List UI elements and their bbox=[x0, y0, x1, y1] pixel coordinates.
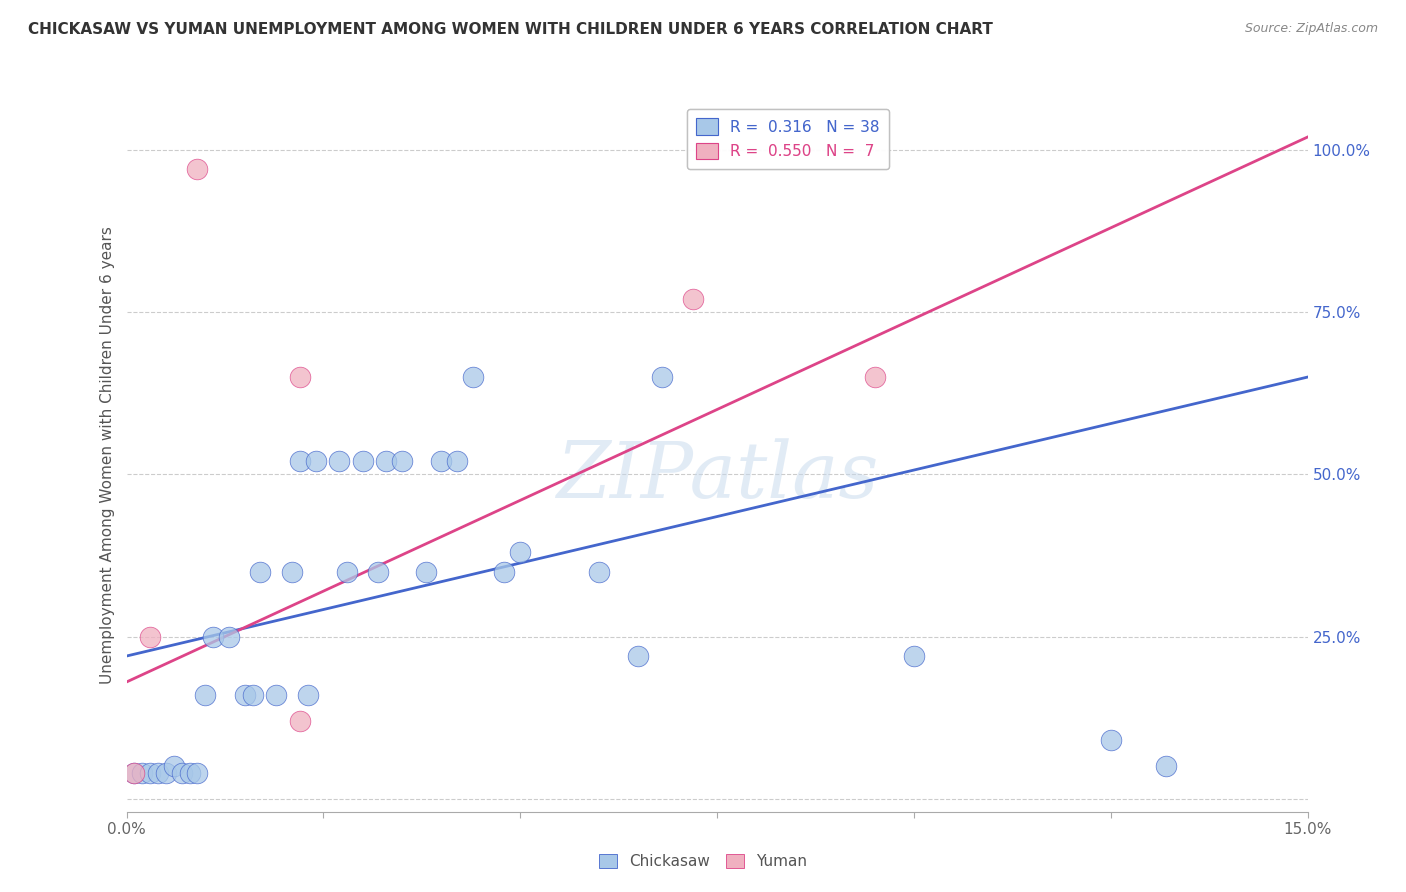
Point bbox=[651, 370, 673, 384]
Point bbox=[163, 759, 186, 773]
Text: ZIPatlas: ZIPatlas bbox=[555, 438, 879, 515]
Point bbox=[139, 630, 162, 644]
Point bbox=[375, 454, 398, 468]
Point bbox=[863, 370, 886, 384]
Point bbox=[415, 565, 437, 579]
Point bbox=[186, 765, 208, 780]
Point bbox=[131, 765, 153, 780]
Point bbox=[202, 630, 225, 644]
Point bbox=[139, 765, 162, 780]
Point bbox=[170, 765, 193, 780]
Point bbox=[352, 454, 374, 468]
Point bbox=[446, 454, 468, 468]
Point bbox=[194, 688, 217, 702]
Point bbox=[903, 648, 925, 663]
Point bbox=[682, 292, 704, 306]
Point bbox=[264, 688, 287, 702]
Point bbox=[430, 454, 453, 468]
Text: CHICKASAW VS YUMAN UNEMPLOYMENT AMONG WOMEN WITH CHILDREN UNDER 6 YEARS CORRELAT: CHICKASAW VS YUMAN UNEMPLOYMENT AMONG WO… bbox=[28, 22, 993, 37]
Point bbox=[155, 765, 177, 780]
Point bbox=[124, 765, 146, 780]
Point bbox=[288, 454, 311, 468]
Point bbox=[627, 648, 650, 663]
Point bbox=[186, 162, 208, 177]
Point bbox=[1099, 733, 1122, 747]
Point bbox=[367, 565, 389, 579]
Point bbox=[124, 765, 146, 780]
Point bbox=[509, 545, 531, 559]
Legend: Chickasaw, Yuman: Chickasaw, Yuman bbox=[593, 848, 813, 875]
Legend: R =  0.316   N = 38, R =  0.550   N =  7: R = 0.316 N = 38, R = 0.550 N = 7 bbox=[688, 110, 889, 169]
Point bbox=[461, 370, 484, 384]
Point bbox=[588, 565, 610, 579]
Point bbox=[391, 454, 413, 468]
Y-axis label: Unemployment Among Women with Children Under 6 years: Unemployment Among Women with Children U… bbox=[100, 226, 115, 684]
Point bbox=[288, 714, 311, 728]
Point bbox=[249, 565, 271, 579]
Point bbox=[146, 765, 169, 780]
Point bbox=[297, 688, 319, 702]
Point bbox=[242, 688, 264, 702]
Point bbox=[336, 565, 359, 579]
Text: Source: ZipAtlas.com: Source: ZipAtlas.com bbox=[1244, 22, 1378, 36]
Point bbox=[328, 454, 350, 468]
Point bbox=[281, 565, 304, 579]
Point bbox=[179, 765, 201, 780]
Point bbox=[304, 454, 326, 468]
Point bbox=[233, 688, 256, 702]
Point bbox=[494, 565, 516, 579]
Point bbox=[218, 630, 240, 644]
Point bbox=[1154, 759, 1177, 773]
Point bbox=[288, 370, 311, 384]
